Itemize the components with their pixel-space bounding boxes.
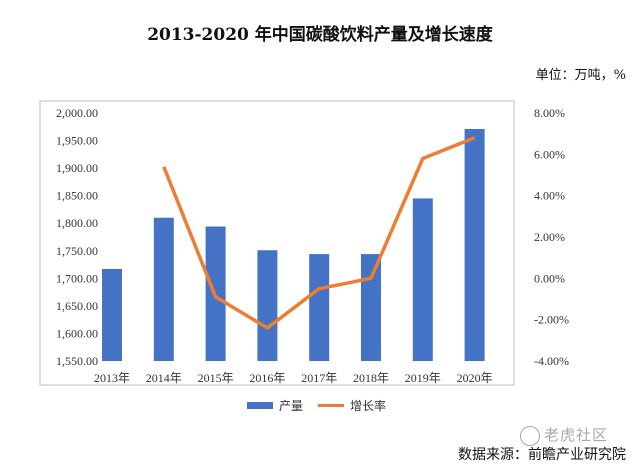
x-tick-label: 2020年	[457, 371, 493, 385]
chart-title: 2013-2020 年中国碳酸饮料产量及增长速度	[147, 25, 493, 45]
watermark-text: 老虎社区	[544, 426, 609, 444]
x-tick-label: 2016年	[249, 371, 285, 385]
bar	[361, 254, 381, 361]
y-right-tick-label: 8.00%	[534, 106, 565, 120]
bar	[257, 250, 278, 361]
legend-bar-label: 产量	[279, 399, 303, 413]
watermark: 老虎社区	[520, 424, 608, 446]
y-right-tick-label: 4.00%	[534, 189, 565, 203]
bar	[102, 268, 122, 361]
y-right-tick-label: -2.00%	[534, 313, 569, 327]
growth-rate-line	[162, 136, 476, 330]
y-left-tick-label: 1,850.00	[56, 189, 98, 203]
bar	[153, 217, 174, 361]
bar	[464, 128, 485, 361]
y-left-tick-label: 1,750.00	[56, 244, 98, 258]
source-note: 数据来源：前瞻产业研究院	[458, 447, 626, 463]
x-tick-label: 2019年	[405, 371, 441, 385]
bar	[412, 198, 433, 361]
combo-chart: 1,550.00 1,600.00 1,650.00 1,700.00 1,750.00…	[39, 100, 569, 413]
y-right-tick-label: 2.00%	[534, 230, 565, 244]
x-tick-label: 2018年	[353, 371, 389, 385]
y-right-tick-label: 0.00%	[534, 271, 565, 285]
unit-label: 单位：万吨，%	[535, 68, 626, 83]
x-tick-label: 2017年	[301, 371, 337, 385]
y-right-tick-label: -4.00%	[534, 354, 569, 368]
y-right-tick-label: 6.00%	[534, 147, 565, 161]
y-left-tick-label: 2,000.00	[56, 106, 98, 120]
y-left-tick-label: 1,650.00	[56, 299, 98, 313]
x-tick-label: 2015年	[198, 371, 234, 385]
y-left-tick-label: 1,550.00	[56, 354, 98, 368]
y-left-tick-label: 1,800.00	[56, 216, 98, 230]
legend-line-label: 增长率	[350, 398, 386, 413]
watermark-logo-icon	[520, 425, 540, 446]
y-left-tick-label: 1,950.00	[56, 134, 98, 148]
y-left-tick-label: 1,600.00	[56, 326, 98, 340]
y-left-tick-label: 1,900.00	[56, 161, 98, 175]
legend-bar-swatch	[247, 402, 273, 409]
y-left-tick-label: 1,700.00	[56, 271, 98, 285]
bar	[309, 254, 330, 361]
x-tick-label: 2013年	[94, 371, 130, 385]
x-tick-label: 2014年	[146, 371, 182, 385]
